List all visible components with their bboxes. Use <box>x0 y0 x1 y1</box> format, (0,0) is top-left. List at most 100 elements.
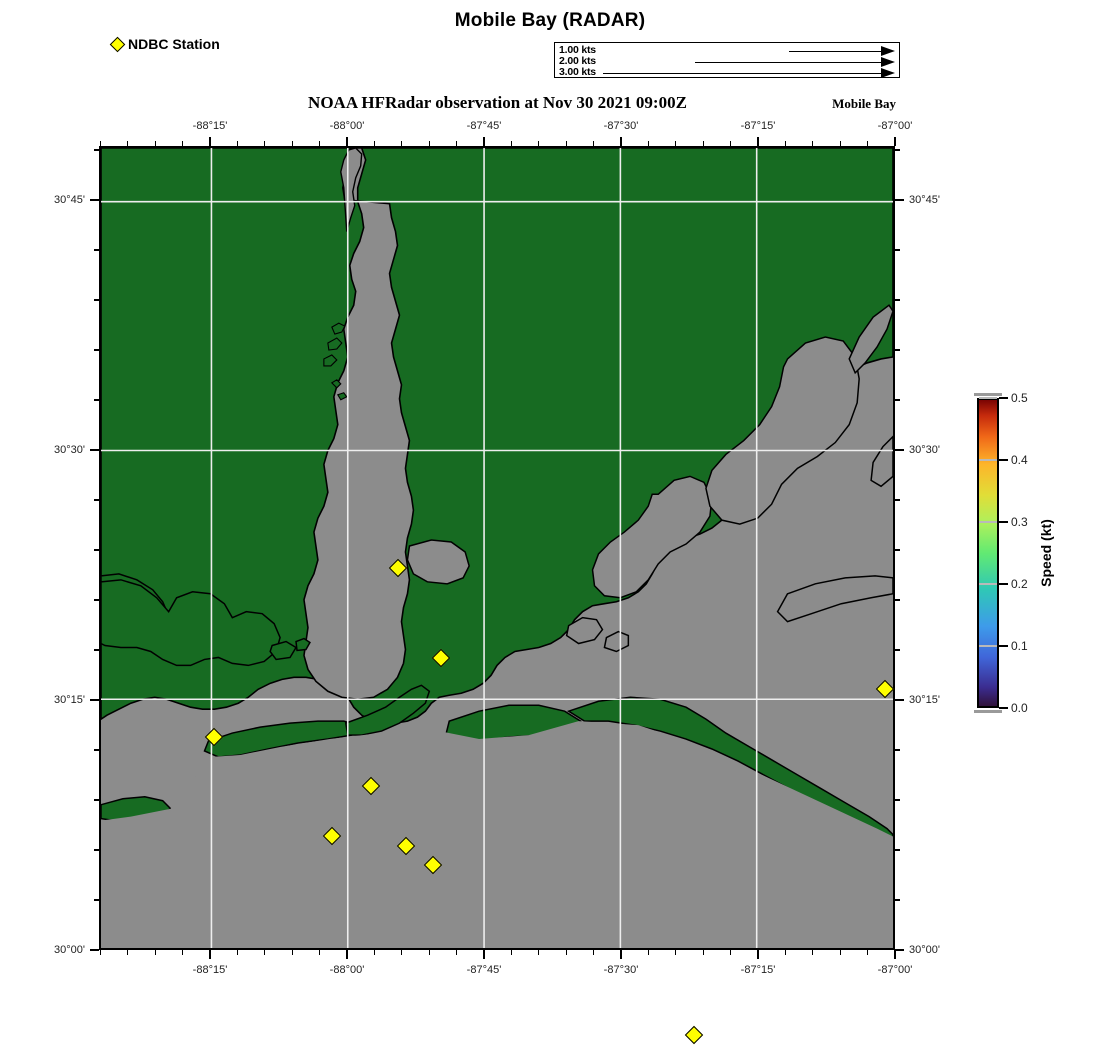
x-tick-minor <box>565 141 567 146</box>
x-axis-label-top: -87°15' <box>740 120 776 132</box>
colorbar-tick <box>999 521 1008 523</box>
y-tick-major <box>895 199 904 201</box>
ndbc-station-legend: NDBC Station <box>109 36 220 52</box>
y-tick-minor <box>94 299 99 301</box>
y-tick-minor <box>94 899 99 901</box>
x-tick-major <box>209 950 211 959</box>
colorbar-gradient <box>974 393 1002 713</box>
colorbar-cap-bottom <box>974 710 1002 713</box>
vector-key-label: 1.00 kts <box>559 44 596 56</box>
y-tick-minor <box>94 399 99 401</box>
x-tick-minor <box>236 950 239 955</box>
y-tick-minor <box>895 849 900 851</box>
x-tick-minor <box>702 141 704 146</box>
colorbar-tick <box>999 645 1008 647</box>
x-tick-minor <box>127 141 129 146</box>
x-tick-minor <box>839 950 841 955</box>
x-tick-major <box>346 950 348 959</box>
x-tick-major <box>483 137 485 146</box>
x-tick-minor <box>592 141 595 146</box>
x-tick-minor <box>647 950 650 955</box>
x-axis-label-bottom: -88°00' <box>329 964 365 976</box>
x-axis-label-top: -87°00' <box>877 120 913 132</box>
y-tick-minor <box>895 149 900 151</box>
colorbar-tick-label: 0.3 <box>1011 515 1028 529</box>
x-tick-minor <box>675 141 677 146</box>
ndbc-diamond-icon <box>109 36 126 52</box>
x-tick-minor <box>510 950 513 955</box>
x-tick-minor <box>318 141 321 146</box>
vector-key-row-3: 3.00 kts <box>555 66 899 79</box>
vector-key-row-2: 2.00 kts <box>555 55 899 68</box>
colorbar-gridline <box>979 397 997 399</box>
colorbar-tick-label: 0.1 <box>1011 639 1028 653</box>
vector-arrow-head-icon <box>881 56 895 67</box>
y-tick-minor <box>94 649 99 651</box>
x-axis-label-top: -87°30' <box>603 120 639 132</box>
y-axis-label-right: 30°30' <box>909 444 940 456</box>
y-tick-major <box>90 699 99 701</box>
x-tick-minor <box>99 950 102 955</box>
map-geometry <box>101 148 893 948</box>
y-tick-minor <box>895 799 900 801</box>
x-tick-minor <box>702 950 704 955</box>
y-tick-minor <box>895 499 900 501</box>
colorbar-tick <box>999 459 1008 461</box>
x-axis-label-bottom: -87°15' <box>740 964 776 976</box>
x-tick-minor <box>154 141 156 146</box>
x-tick-minor <box>264 950 266 955</box>
x-axis-label-bottom: -87°00' <box>877 964 913 976</box>
y-tick-minor <box>94 599 99 601</box>
x-tick-minor <box>784 950 787 955</box>
vector-arrow-head-icon <box>881 67 895 78</box>
x-tick-minor <box>401 950 403 955</box>
colorbar-tick <box>999 707 1008 709</box>
y-tick-minor <box>895 649 900 651</box>
y-tick-major <box>895 949 904 951</box>
x-tick-minor <box>264 141 266 146</box>
y-tick-minor <box>895 299 900 301</box>
x-tick-major <box>346 137 348 146</box>
x-axis-label-top: -87°45' <box>466 120 502 132</box>
x-tick-minor <box>373 141 376 146</box>
y-tick-major <box>90 449 99 451</box>
x-tick-major <box>620 137 622 146</box>
x-tick-minor <box>428 141 430 146</box>
speed-colorbar[interactable]: 0.0 0.1 0.2 0.3 0.4 0.5 <box>974 391 1028 715</box>
x-tick-minor <box>510 141 513 146</box>
y-tick-major <box>895 449 904 451</box>
y-axis-label-right: 30°45' <box>909 194 940 206</box>
x-tick-major <box>757 950 759 959</box>
y-axis-label-right: 30°15' <box>909 694 940 706</box>
y-tick-minor <box>94 749 99 751</box>
vector-arrow-shaft <box>603 73 881 75</box>
vector-key-row-1: 1.00 kts <box>555 44 899 57</box>
y-tick-minor <box>94 799 99 801</box>
x-tick-major <box>209 137 211 146</box>
x-tick-minor <box>318 950 321 955</box>
x-tick-minor <box>291 950 293 955</box>
graticule-grid <box>101 148 893 948</box>
x-tick-minor <box>647 141 650 146</box>
y-tick-minor <box>94 149 99 151</box>
vector-key-label: 3.00 kts <box>559 66 596 78</box>
vector-arrow-shaft <box>695 62 881 64</box>
y-tick-minor <box>895 599 900 601</box>
x-tick-minor <box>784 141 787 146</box>
vector-arrow-shaft <box>789 51 881 53</box>
x-tick-minor <box>839 141 841 146</box>
colorbar-title: Speed (kt) <box>1038 519 1054 587</box>
observation-subtitle: NOAA HFRadar observation at Nov 30 2021 … <box>308 93 687 112</box>
y-tick-minor <box>895 749 900 751</box>
y-tick-minor <box>94 349 99 351</box>
colorbar-tick-label: 0.2 <box>1011 577 1028 591</box>
y-axis-label-left: 30°30' <box>54 444 85 456</box>
x-tick-minor <box>729 950 732 955</box>
x-axis-label-bottom: -87°45' <box>466 964 502 976</box>
map-canvas[interactable] <box>99 146 895 950</box>
y-tick-minor <box>895 549 900 551</box>
velocity-scale-key: 1.00 kts 2.00 kts 3.00 kts <box>554 42 900 78</box>
ndbc-station-marker[interactable] <box>684 1025 704 1045</box>
x-tick-major <box>483 950 485 959</box>
x-tick-major <box>894 137 896 146</box>
